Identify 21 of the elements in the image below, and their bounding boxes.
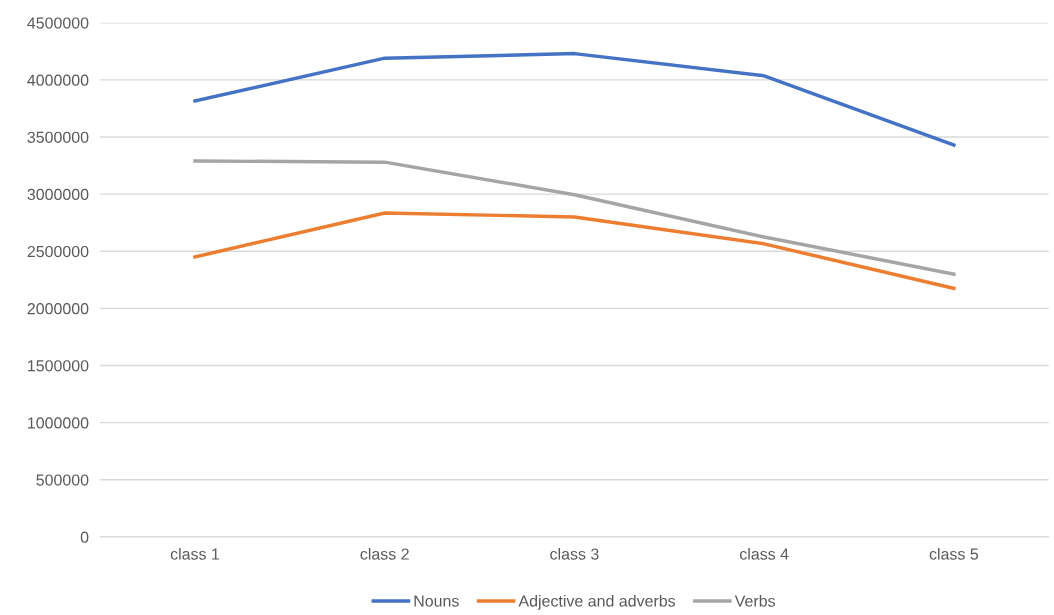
x-tick-label: class 4 bbox=[739, 548, 789, 560]
y-tick-label: 2500000 bbox=[27, 245, 89, 258]
legend-label: Nouns bbox=[414, 595, 459, 607]
line-series bbox=[193, 51, 956, 147]
y-tick-label: 1000000 bbox=[28, 417, 89, 429]
legend-label: Verbs bbox=[734, 594, 775, 607]
y-tick-label: 3000000 bbox=[27, 188, 89, 201]
x-tick-label: class 3 bbox=[550, 548, 599, 560]
line-series bbox=[193, 211, 956, 291]
x-tick-label: class 5 bbox=[929, 548, 979, 560]
y-tick-label: 2000000 bbox=[27, 303, 89, 315]
x-tick-label: class 2 bbox=[360, 548, 409, 560]
y-tick-label: 4000000 bbox=[27, 74, 89, 86]
y-tick-label: 500000 bbox=[36, 474, 89, 486]
y-tick-label: 0 bbox=[80, 531, 89, 543]
y-tick-label: 1500000 bbox=[28, 360, 89, 372]
legend-label: Adjective and adverbs bbox=[518, 594, 676, 610]
y-tick-label: 3500000 bbox=[27, 131, 89, 143]
line-series bbox=[193, 159, 956, 276]
y-tick-label: 4500000 bbox=[27, 17, 89, 29]
x-tick-label: class 1 bbox=[170, 548, 220, 560]
